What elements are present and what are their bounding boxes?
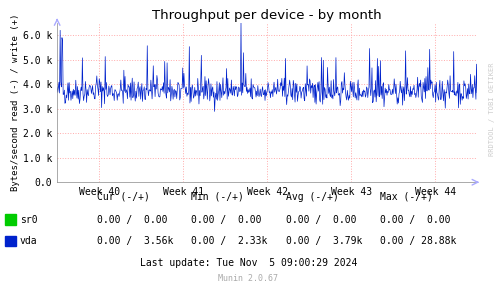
Text: 0.00 /  0.00: 0.00 / 0.00 [380,215,451,224]
Text: Max (-/+): Max (-/+) [380,192,433,201]
Text: 0.00 /  3.56k: 0.00 / 3.56k [97,236,173,246]
Text: Last update: Tue Nov  5 09:00:29 2024: Last update: Tue Nov 5 09:00:29 2024 [140,258,357,267]
Y-axis label: Bytes/second read (-) / write (+): Bytes/second read (-) / write (+) [11,14,20,191]
Text: 0.00 /  0.00: 0.00 / 0.00 [191,215,262,224]
Text: 0.00 /  0.00: 0.00 / 0.00 [286,215,356,224]
Text: Munin 2.0.67: Munin 2.0.67 [219,274,278,284]
Text: 0.00 /  0.00: 0.00 / 0.00 [97,215,167,224]
Text: Cur (-/+): Cur (-/+) [97,192,150,201]
Text: RRDTOOL / TOBI OETIKER: RRDTOOL / TOBI OETIKER [489,62,495,156]
Title: Throughput per device - by month: Throughput per device - by month [152,9,382,22]
Text: 0.00 /  2.33k: 0.00 / 2.33k [191,236,268,246]
Text: sr0: sr0 [20,215,37,224]
Text: Min (-/+): Min (-/+) [191,192,244,201]
Text: 0.00 /  3.79k: 0.00 / 3.79k [286,236,362,246]
Text: 0.00 / 28.88k: 0.00 / 28.88k [380,236,457,246]
Text: vda: vda [20,236,37,246]
Text: Avg (-/+): Avg (-/+) [286,192,338,201]
